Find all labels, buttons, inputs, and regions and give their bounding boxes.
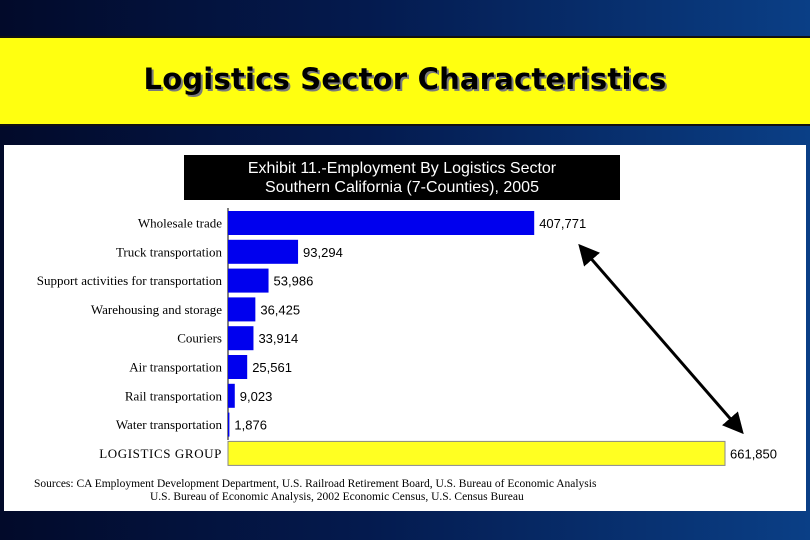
bar-logistics-group [227, 440, 726, 466]
bar-air-transportation [228, 355, 248, 379]
bar-truck-transportation [228, 239, 299, 264]
exhibit-title-line2: Southern California (7-Counties), 2005 [265, 179, 539, 196]
title-banner: Logistics Sector Characteristics [0, 36, 810, 126]
exhibit-title-box: Exhibit 11.-Employment By Logistics Sect… [184, 155, 620, 200]
value-label-logistics-group: 661,850 [730, 446, 777, 461]
exhibit-title-line1: Exhibit 11.-Employment By Logistics Sect… [247, 160, 557, 177]
value-label-water-transportation: 1,876 [234, 418, 267, 433]
value-label-couriers: 33,914 [258, 331, 298, 346]
sources-note: Sources: CA Employment Development Depar… [34, 478, 754, 504]
category-label-wholesale-trade: Wholesale trade [138, 216, 222, 231]
bar-warehousing-and-storage [228, 297, 256, 322]
slide-title: Logistics Sector Characteristics [143, 62, 667, 96]
category-label-rail-transportation: Rail transportation [125, 388, 223, 403]
value-label-air-transportation: 25,561 [252, 360, 292, 375]
value-label-warehousing-and-storage: 36,425 [260, 302, 300, 317]
bar-water-transportation [228, 412, 230, 437]
value-label-wholesale-trade: 407,771 [539, 216, 586, 231]
sources-line1: Sources: CA Employment Development Depar… [34, 478, 597, 490]
value-label-support-activities-for-transportation: 53,986 [274, 274, 314, 289]
sources-line2: U.S. Bureau of Economic Analysis, 2002 E… [150, 491, 524, 503]
value-label-rail-transportation: 9,023 [240, 389, 273, 404]
double-headed-arrow [578, 243, 744, 435]
bar-wholesale-trade [228, 211, 535, 235]
value-label-truck-transportation: 93,294 [303, 245, 343, 260]
category-label-logistics-group: LOGISTICS GROUP [99, 446, 222, 461]
category-label-couriers: Couriers [177, 331, 222, 346]
category-label-air-transportation: Air transportation [129, 360, 222, 375]
bar-rail-transportation [228, 383, 235, 408]
category-label-warehousing-and-storage: Warehousing and storage [91, 302, 222, 317]
bar-couriers [228, 326, 254, 351]
bar-support-activities-for-transportation [228, 268, 269, 293]
category-label-truck-transportation: Truck transportation [116, 244, 223, 259]
category-label-water-transportation: Water transportation [116, 417, 223, 432]
category-label-support-activities-for-transportation: Support activities for transportation [37, 273, 223, 288]
